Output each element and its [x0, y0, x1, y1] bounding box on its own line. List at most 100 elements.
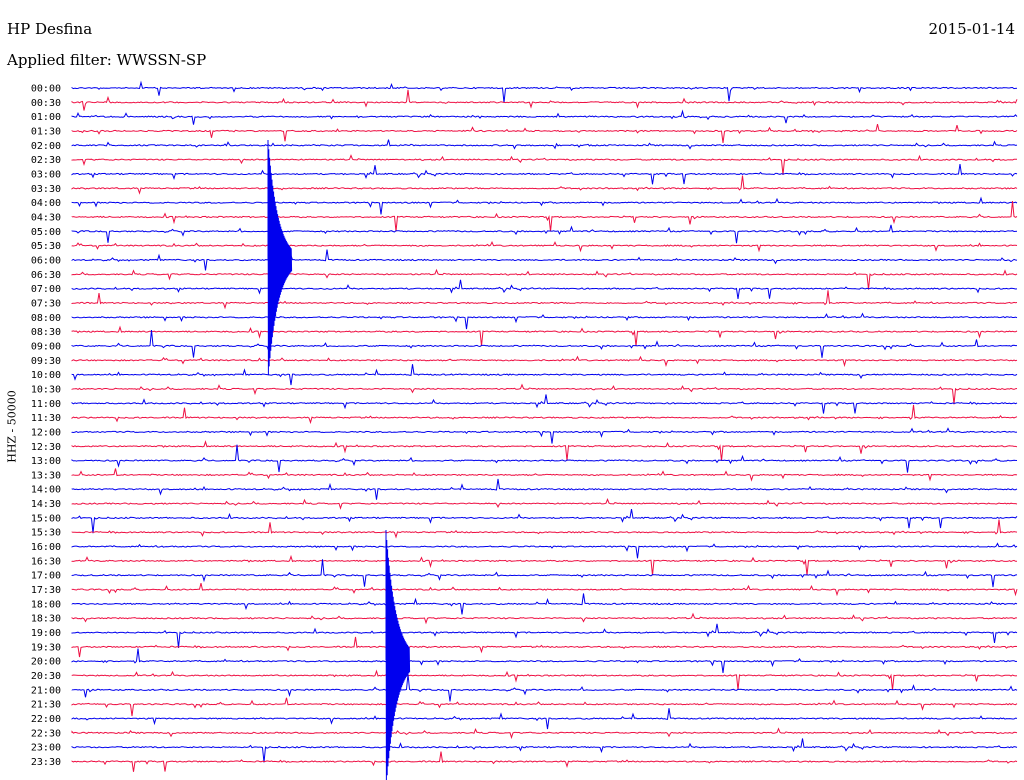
row-label: 10:00 [31, 370, 61, 381]
row-label: 07:00 [31, 284, 61, 295]
trace-line [71, 478, 1018, 500]
trace-line [71, 80, 1018, 103]
trace-line [71, 468, 1018, 482]
row-label: 18:00 [31, 599, 61, 610]
trace-line [71, 201, 1018, 232]
trace-line [71, 623, 1018, 648]
row-label: 02:00 [31, 141, 61, 152]
row-label: 16:00 [31, 542, 61, 553]
trace-line [71, 440, 1018, 461]
row-label: 10:30 [31, 384, 61, 395]
event-burst [385, 529, 411, 780]
row-label: 18:30 [31, 614, 61, 625]
event-burst [267, 139, 293, 376]
trace-line [71, 498, 1018, 510]
row-label: 23:00 [31, 743, 61, 754]
row-label: 05:00 [31, 227, 61, 238]
trace-line [71, 123, 1018, 143]
trace-line [71, 196, 1018, 215]
row-label: 03:00 [31, 169, 61, 180]
trace-line [71, 241, 1018, 253]
trace-line [71, 509, 1018, 534]
row-label: 22:30 [31, 728, 61, 739]
trace-line [71, 582, 1018, 597]
row-label: 23:30 [31, 757, 61, 768]
trace-line [71, 708, 1018, 730]
row-label: 22:00 [31, 714, 61, 725]
trace-line [71, 383, 1018, 405]
trace-line [71, 559, 1018, 588]
row-label: 08:30 [31, 327, 61, 338]
trace-line [71, 593, 1018, 615]
trace-line [71, 364, 1018, 386]
trace-line [71, 751, 1018, 772]
trace-line [71, 404, 1018, 425]
row-label: 17:00 [31, 571, 61, 582]
row-label: 16:30 [31, 556, 61, 567]
station-title: HP Desfina [7, 20, 93, 38]
trace-line [71, 312, 1018, 330]
row-label: 14:00 [31, 485, 61, 496]
row-label: 19:00 [31, 628, 61, 639]
trace-line [71, 330, 1017, 358]
trace-line [71, 669, 1018, 691]
row-label: 08:00 [31, 313, 61, 324]
trace-line [71, 139, 1018, 150]
trace-line [71, 554, 1018, 576]
trace-line [71, 355, 1018, 368]
row-label: 00:30 [31, 98, 61, 109]
row-label: 06:00 [31, 255, 61, 266]
trace-line [71, 519, 1018, 539]
row-label: 09:30 [31, 356, 61, 367]
trace-line [71, 268, 1018, 290]
trace-line [71, 636, 1018, 658]
trace-line [71, 727, 1018, 740]
row-label: 00:00 [31, 84, 61, 95]
row-label: 13:30 [31, 470, 61, 481]
trace-line [71, 612, 1017, 625]
trace-line [71, 224, 1018, 244]
trace-line [71, 738, 1018, 763]
row-label: 19:30 [31, 642, 61, 653]
trace-line [71, 325, 1018, 347]
row-label: 05:30 [31, 241, 61, 252]
trace-line [71, 427, 1018, 444]
row-label: 01:00 [31, 112, 61, 123]
trace-line [71, 697, 1018, 717]
row-label: 15:30 [31, 528, 61, 539]
trace-line [71, 109, 1018, 125]
row-label: 01:30 [31, 126, 61, 137]
date-label: 2015-01-14 [928, 20, 1015, 38]
trace-line [71, 290, 1018, 310]
trace-line [71, 279, 1018, 299]
trace-line [71, 164, 1018, 185]
trace-line [71, 673, 1018, 702]
trace-line [71, 542, 1018, 559]
row-label: 04:30 [31, 212, 61, 223]
trace-line [71, 444, 1018, 473]
row-label: 11:00 [31, 399, 61, 410]
row-label: 20:30 [31, 671, 61, 682]
row-label: 11:30 [31, 413, 61, 424]
row-label: 12:00 [31, 427, 61, 438]
trace-line [71, 394, 1018, 414]
row-label: 17:30 [31, 585, 61, 596]
row-label: 15:00 [31, 513, 61, 524]
row-label: 04:00 [31, 198, 61, 209]
row-label: 12:30 [31, 442, 61, 453]
trace-line [71, 648, 1018, 673]
trace-line [71, 249, 1018, 271]
row-label: 13:00 [31, 456, 61, 467]
row-label: 02:30 [31, 155, 61, 166]
row-label: 21:00 [31, 685, 61, 696]
row-label: 09:00 [31, 341, 61, 352]
filter-label: Applied filter: WWSSN-SP [7, 51, 207, 69]
trace-line [71, 89, 1018, 111]
row-label: 21:30 [31, 700, 61, 711]
row-label: 07:30 [31, 298, 61, 309]
row-label: 06:30 [31, 270, 61, 281]
trace-line [71, 175, 1018, 195]
trace-line [71, 154, 1017, 176]
row-label: 03:30 [31, 184, 61, 195]
